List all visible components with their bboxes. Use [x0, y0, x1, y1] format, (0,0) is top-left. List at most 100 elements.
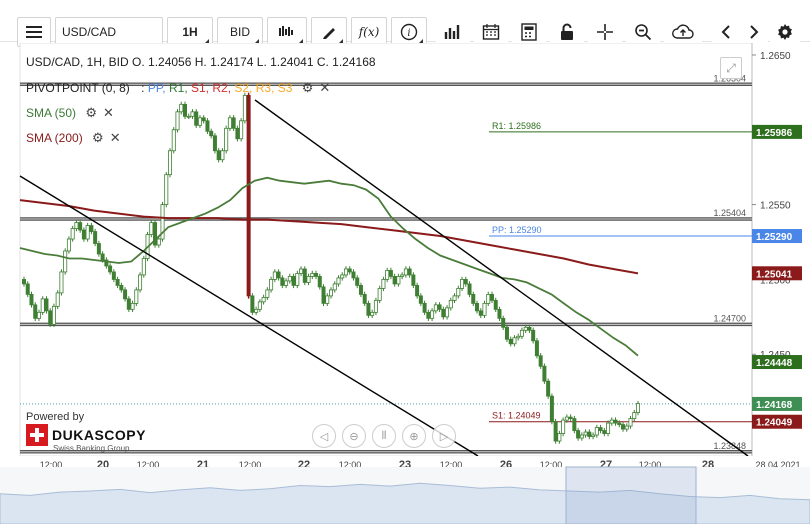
candle-body-93 [370, 311, 375, 316]
scroll-right-button[interactable] [740, 17, 768, 47]
price-tag-2-label: 1.24168 [756, 400, 793, 411]
sma50-settings-icon[interactable]: ⚙ [85, 105, 98, 120]
candle-body-18 [89, 225, 94, 232]
candle-body-84 [336, 277, 341, 285]
sma200-close-icon[interactable]: ✕ [109, 130, 121, 145]
candle-body-59 [242, 94, 247, 122]
upload-icon [672, 24, 694, 39]
calculator-button[interactable] [512, 17, 546, 47]
timeframe-selector[interactable]: 1H [167, 17, 213, 47]
candle-body-91 [362, 293, 367, 304]
candle-body-30 [134, 289, 139, 304]
brand-tagline: Swiss Banking Group [53, 444, 130, 453]
candle-body-57 [235, 127, 240, 140]
candle-body-146 [568, 416, 573, 419]
candle-body-117 [460, 279, 465, 289]
candle-body-111 [437, 304, 442, 310]
candle-body-52 [216, 150, 221, 161]
candle-body-9 [55, 292, 60, 307]
chart-area[interactable]: 1.26501.26001.25501.25001.24501.263041.2… [0, 43, 810, 524]
candle-body-140 [546, 380, 551, 397]
candle-body-102 [403, 268, 408, 276]
sma200-line [19, 199, 639, 275]
symbol-selector[interactable]: USD/CAD [55, 17, 163, 47]
price-tag-1-bg [752, 355, 802, 370]
right-arrow-icon [750, 25, 759, 39]
candle-body-130 [508, 338, 513, 345]
nav-zoom-in-button[interactable]: ⊕ [402, 424, 426, 448]
candle-body-62 [254, 308, 259, 313]
nav-zoom-out-button[interactable]: ⊖ [342, 424, 366, 448]
price-tag-2-bg [752, 396, 802, 411]
candle-body-127 [497, 308, 502, 319]
pivot-tag-R1-label: 1.25986 [756, 128, 793, 139]
sr-level-label-2: 1.24700 [713, 313, 746, 323]
candle-body-81 [325, 295, 330, 304]
chart-type-button[interactable] [267, 17, 307, 47]
chart-type-icon [279, 26, 293, 36]
candle-body-83 [332, 283, 337, 291]
pivot-tag-S1-bg [752, 414, 802, 429]
candle-body-67 [272, 271, 277, 280]
reset-icon: ⦀ [381, 429, 387, 442]
candle-body-20 [96, 243, 101, 255]
candle-body-79 [317, 276, 322, 288]
candle-body-125 [489, 293, 494, 301]
candle-body-25 [115, 279, 120, 286]
candle-body-1 [25, 283, 30, 295]
price-chart[interactable]: 1.26501.26001.25501.25001.24501.263041.2… [0, 43, 810, 524]
nav-forward-button[interactable]: ▷ [432, 424, 456, 448]
candle-body-55 [227, 117, 232, 129]
candle-body-22 [104, 259, 109, 267]
pivot-label: PIVOTPOINT (0, 8) [26, 81, 130, 95]
scroll-left-button[interactable] [712, 17, 740, 47]
settings-button[interactable] [770, 17, 800, 47]
candle-body-47 [197, 117, 202, 126]
calendar-button[interactable] [474, 17, 508, 47]
draw-button[interactable] [311, 17, 347, 47]
pivot-line-label-R1: R1: 1.25986 [492, 121, 541, 131]
candle-body-45 [190, 111, 195, 117]
upload-button[interactable] [664, 17, 702, 47]
candle-body-32 [141, 258, 146, 276]
pivot-settings-icon[interactable]: ⚙ [301, 80, 314, 95]
candle-body-152 [591, 434, 596, 437]
pivot-close-icon[interactable]: ✕ [319, 80, 331, 95]
crosshair-button[interactable] [588, 17, 622, 47]
candle-body-96 [381, 279, 386, 289]
candle-body-123 [482, 302, 487, 316]
lock-button[interactable] [550, 17, 584, 47]
sma50-close-icon[interactable]: ✕ [103, 105, 114, 120]
candle-body-99 [392, 276, 397, 285]
indicators-button[interactable] [436, 17, 470, 47]
candle-body-61 [250, 295, 255, 313]
sma200-settings-icon[interactable]: ⚙ [92, 130, 104, 145]
menu-button[interactable] [17, 17, 51, 47]
pivot-item-4: S2, [231, 81, 253, 95]
nav-back-button[interactable]: ◁ [312, 424, 336, 448]
candle-body-17 [85, 225, 90, 240]
candle-body-68 [276, 271, 281, 279]
candle-body-85 [340, 274, 345, 279]
pivot-line-label-S1: S1: 1.24049 [492, 411, 541, 421]
function-icon: f(x) [358, 25, 380, 39]
nav-reset-button[interactable]: ⦀ [372, 424, 396, 448]
pivot-separator: : [141, 81, 145, 95]
candle-body-80 [321, 286, 326, 304]
ohlc-text: USD/CAD, 1H, BID O. 1.24056 H. 1.24174 L… [26, 55, 376, 69]
candle-body-5 [40, 298, 45, 313]
sr-level-label-1: 1.25404 [713, 208, 746, 218]
candle-body-88 [351, 271, 356, 279]
candle-body-29 [130, 302, 135, 310]
function-button[interactable]: f(x) [351, 17, 387, 47]
candle-body-147 [572, 418, 577, 431]
navigator-window [565, 466, 697, 524]
candle-body-51 [212, 135, 217, 152]
candle-body-135 [527, 326, 532, 331]
price-axis [752, 43, 810, 456]
candle-body-41 [175, 111, 180, 131]
pivot-tag-R1-bg [752, 124, 802, 139]
zoom-button[interactable] [626, 17, 660, 47]
candle-body-27 [123, 289, 128, 300]
expand-button[interactable]: ⤢ [720, 57, 742, 79]
